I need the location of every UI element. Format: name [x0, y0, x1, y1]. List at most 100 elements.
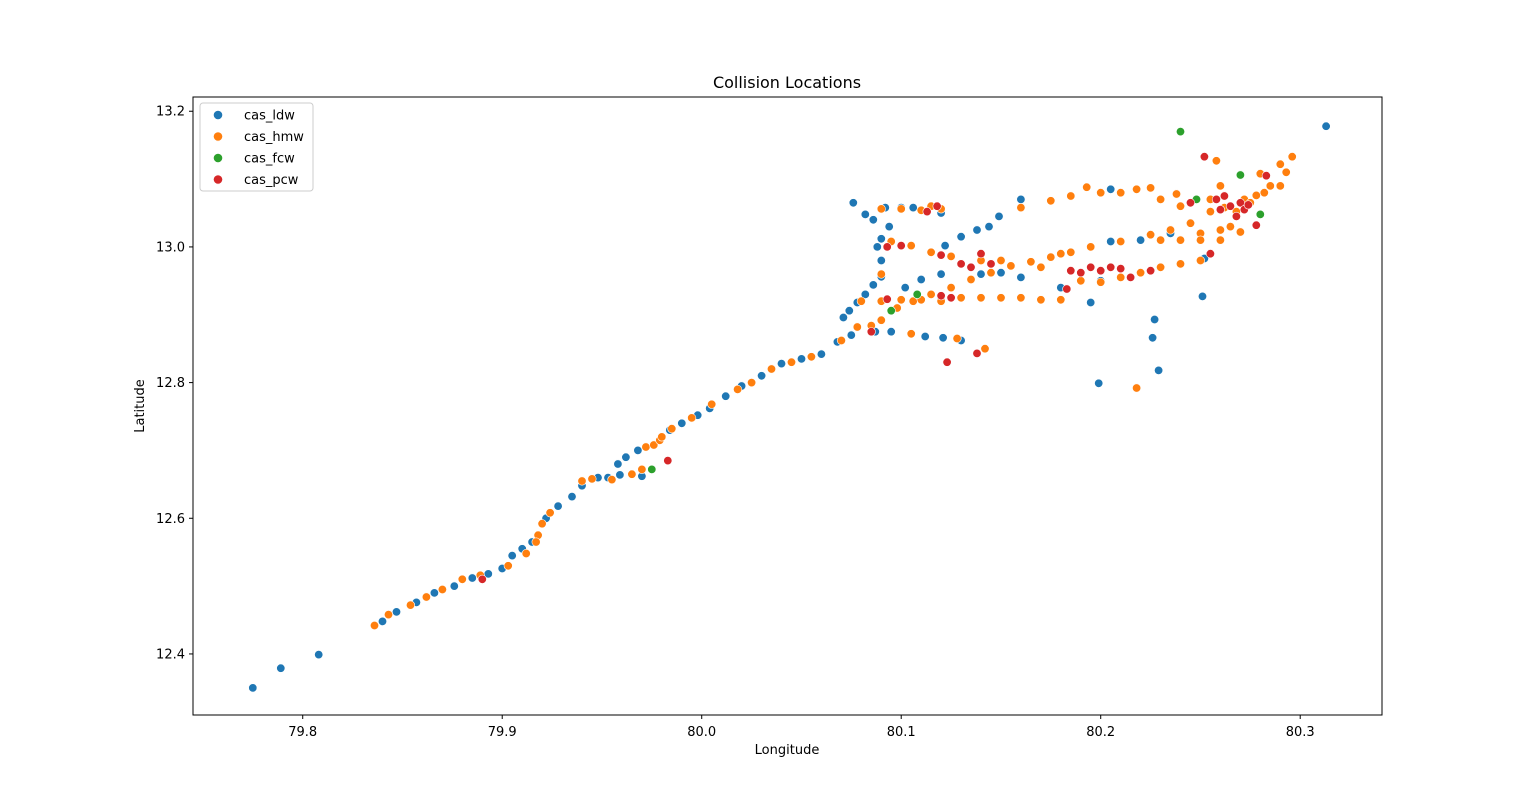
point-cas_hmw	[383, 610, 393, 620]
point-cas_ldw	[908, 203, 918, 213]
point-cas_pcw	[663, 456, 673, 466]
point-cas_pcw	[1243, 200, 1253, 210]
point-cas_pcw	[932, 201, 942, 211]
point-cas_pcw	[976, 249, 986, 259]
point-cas_hmw	[1016, 203, 1026, 213]
point-cas_hmw	[1275, 181, 1285, 191]
point-cas_ldw	[1198, 291, 1208, 301]
point-cas_ldw	[860, 209, 870, 219]
point-cas_pcw	[1186, 198, 1196, 208]
point-cas_hmw	[926, 247, 936, 257]
point-cas_ldw	[876, 255, 886, 265]
point-cas_ldw	[1154, 365, 1164, 375]
point-cas_ldw	[1016, 194, 1026, 204]
point-cas_hmw	[1215, 235, 1225, 245]
point-cas_ldw	[940, 241, 950, 251]
point-cas_hmw	[906, 241, 916, 251]
legend-marker-cas_hmw	[213, 131, 223, 142]
point-cas_ldw	[1016, 272, 1026, 282]
point-cas_hmw	[1196, 235, 1206, 245]
point-cas_hmw	[952, 333, 962, 343]
point-cas_hmw	[1156, 262, 1166, 272]
point-cas_hmw	[1146, 230, 1156, 240]
legend-marker-cas_ldw	[213, 110, 223, 120]
point-cas_hmw	[1116, 188, 1126, 198]
point-cas_ldw	[314, 650, 324, 660]
point-cas_pcw	[1086, 262, 1096, 272]
point-cas_hmw	[531, 537, 541, 547]
x-tick-label: 80.0	[687, 725, 716, 740]
point-cas_hmw	[836, 335, 846, 345]
y-tick-label: 12.4	[156, 647, 185, 662]
point-cas_pcw	[882, 294, 892, 304]
point-cas_ldw	[677, 418, 687, 428]
point-cas_hmw	[1215, 225, 1225, 235]
point-cas_pcw	[1199, 152, 1209, 162]
legend-label-cas_hmw: cas_hmw	[244, 130, 304, 145]
point-cas_hmw	[437, 584, 447, 594]
point-cas_pcw	[866, 327, 876, 337]
point-cas_hmw	[946, 283, 956, 293]
point-cas_hmw	[876, 269, 886, 279]
point-cas_hmw	[1096, 188, 1106, 198]
point-cas_hmw	[956, 293, 966, 303]
point-cas_hmw	[405, 600, 415, 610]
y-tick-label: 13.2	[156, 105, 185, 120]
point-cas_ldw	[567, 492, 577, 502]
point-cas_hmw	[521, 548, 531, 558]
point-cas_pcw	[1146, 266, 1156, 276]
point-cas_hmw	[896, 204, 906, 214]
point-cas_ldw	[276, 663, 286, 673]
point-cas_hmw	[607, 475, 617, 485]
point-cas_hmw	[421, 592, 431, 602]
point-cas_hmw	[1016, 293, 1026, 303]
point-cas_ldw	[900, 283, 910, 293]
point-cas_hmw	[1205, 207, 1215, 217]
point-cas_hmw	[1146, 183, 1156, 193]
point-cas_hmw	[503, 561, 513, 571]
point-cas_pcw	[1062, 284, 1072, 294]
point-cas_ldw	[872, 242, 882, 252]
point-cas_ldw	[816, 349, 826, 359]
point-cas_ldw	[886, 327, 896, 337]
point-cas_hmw	[976, 293, 986, 303]
point-cas_hmw	[641, 442, 651, 452]
point-cas_pcw	[477, 574, 487, 584]
point-cas_ldw	[757, 371, 767, 381]
point-cas_fcw	[886, 306, 896, 316]
point-cas_hmw	[1275, 159, 1285, 169]
point-cas_ldw	[972, 225, 982, 235]
legend-box	[199, 102, 314, 192]
legend-label-cas_pcw: cas_pcw	[244, 173, 299, 188]
y-tick-label: 13.0	[156, 240, 185, 255]
point-cas_hmw	[876, 315, 886, 325]
point-cas_hmw	[1281, 167, 1291, 177]
point-cas_hmw	[1056, 249, 1066, 259]
point-cas_hmw	[1215, 181, 1225, 191]
point-cas_ldw	[449, 581, 459, 591]
point-cas_hmw	[852, 322, 862, 332]
point-cas_hmw	[1265, 181, 1275, 191]
point-cas_pcw	[1251, 220, 1261, 230]
point-cas_ldw	[1094, 378, 1104, 388]
point-cas_hmw	[806, 352, 816, 362]
point-cas_hmw	[545, 508, 555, 518]
point-cas_ldw	[844, 306, 854, 316]
point-cas_hmw	[1235, 227, 1245, 237]
x-tick-label: 79.9	[488, 725, 517, 740]
point-cas_hmw	[966, 274, 976, 284]
point-cas_ldw	[1106, 184, 1116, 194]
point-cas_ldw	[860, 289, 870, 299]
point-cas_ldw	[996, 268, 1006, 278]
point-cas_hmw	[980, 344, 990, 354]
point-cas_pcw	[972, 348, 982, 358]
x-tick-label: 80.3	[1286, 725, 1315, 740]
point-cas_hmw	[1132, 184, 1142, 194]
point-cas_hmw	[1211, 156, 1221, 166]
point-cas_hmw	[926, 289, 936, 299]
point-cas_hmw	[1086, 242, 1096, 252]
point-cas_ldw	[976, 269, 986, 279]
point-cas_pcw	[1231, 211, 1241, 221]
point-cas_ldw	[916, 274, 926, 284]
